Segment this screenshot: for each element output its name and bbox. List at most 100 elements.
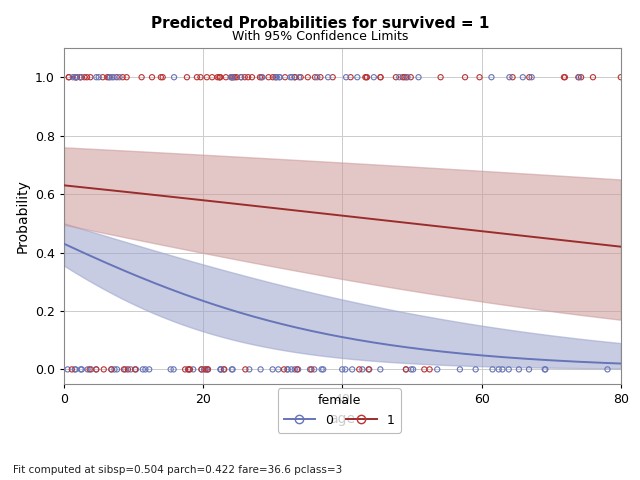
Point [180,366,190,373]
Point [282,366,292,373]
Point [125,366,136,373]
Point [123,366,133,373]
Point [157,73,168,81]
Point [419,366,429,373]
Point [144,366,154,373]
Point [293,366,303,373]
Point [328,73,338,81]
Point [156,73,166,81]
Point [602,366,612,373]
Point [357,366,367,373]
Point [588,73,598,81]
Point [347,366,357,373]
Point [255,73,265,81]
Point [166,366,176,373]
Point [616,73,626,81]
Point [77,366,87,373]
Point [85,73,95,81]
Point [227,366,237,373]
Point [84,366,95,373]
Point [195,73,205,81]
Point [75,73,85,81]
Point [216,366,226,373]
Point [508,73,518,81]
Point [169,73,179,81]
Point [504,366,514,373]
Point [99,366,109,373]
Point [182,73,192,81]
Point [243,73,253,81]
Point [540,366,550,373]
Point [240,366,250,373]
Point [82,73,92,81]
Point [361,73,371,81]
Point [70,73,81,81]
Point [401,73,412,81]
Point [227,73,237,81]
Point [83,366,93,373]
Point [292,366,302,373]
Point [560,73,570,81]
Point [401,366,411,373]
Text: With 95% Confidence Limits: With 95% Confidence Limits [232,30,408,43]
Point [247,73,257,81]
Point [455,366,465,373]
Point [280,73,290,81]
Point [72,73,82,81]
Point [136,73,147,81]
Point [460,73,470,81]
Point [76,73,86,81]
Point [317,366,327,373]
Point [219,366,229,373]
Point [574,73,584,81]
Text: Fit computed at sibsp=0.504 parch=0.422 fare=36.6 pclass=3: Fit computed at sibsp=0.504 parch=0.422 … [13,465,342,475]
Point [296,73,306,81]
Point [200,366,211,373]
Point [275,73,285,81]
Point [290,366,300,373]
Point [68,73,78,81]
Point [202,73,212,81]
Point [185,366,195,373]
Point [524,73,534,81]
Text: Predicted Probabilities for survived = 1: Predicted Probabilities for survived = 1 [151,16,489,31]
Point [257,73,268,81]
Point [573,73,584,81]
Point [424,366,435,373]
Point [131,366,141,373]
Point [375,366,385,373]
Point [255,366,266,373]
Point [203,366,213,373]
Point [70,366,81,373]
Point [244,366,255,373]
Point [183,366,193,373]
Point [493,366,504,373]
Point [397,73,408,81]
Point [203,366,213,373]
Point [290,73,300,81]
Point [401,366,411,373]
Point [63,73,74,81]
Point [120,366,131,373]
Point [214,73,225,81]
Point [130,366,140,373]
Point [310,73,320,81]
Point [76,73,86,81]
Point [119,366,129,373]
Point [282,366,292,373]
Point [504,73,515,81]
Point [340,366,351,373]
Point [286,366,296,373]
Point [109,366,120,373]
Point [219,366,229,373]
Point [399,73,410,81]
Point [289,73,300,81]
Point [287,73,297,81]
Point [391,73,401,81]
Point [76,366,86,373]
Point [369,73,379,81]
Point [527,73,537,81]
Point [279,366,289,373]
Point [307,366,317,373]
Point [285,73,296,81]
